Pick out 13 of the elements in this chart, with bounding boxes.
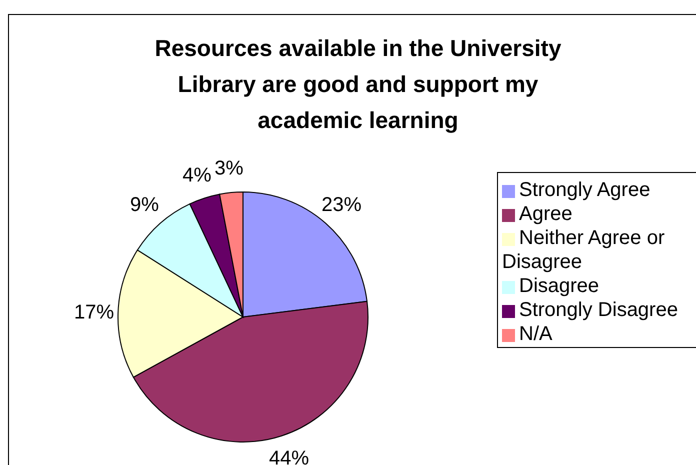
legend-label: N/A: [519, 323, 552, 345]
data-label: 9%: [130, 194, 160, 216]
legend-label: Strongly Agree: [519, 179, 650, 201]
legend-label: Strongly Disagree: [519, 299, 678, 321]
legend-label: Neither Agree or Disagree: [502, 227, 665, 273]
data-label: 3%: [214, 158, 244, 180]
chart-title: Resources available in the University Library are good and support my academic learning: [154, 34, 562, 135]
data-label: 44%: [269, 448, 310, 465]
legend-label: Agree: [519, 203, 572, 225]
data-label: 17%: [74, 301, 114, 324]
data-label: 23%: [322, 194, 362, 216]
legend-label: Disagree: [519, 275, 600, 297]
data-label: 4%: [182, 164, 212, 186]
